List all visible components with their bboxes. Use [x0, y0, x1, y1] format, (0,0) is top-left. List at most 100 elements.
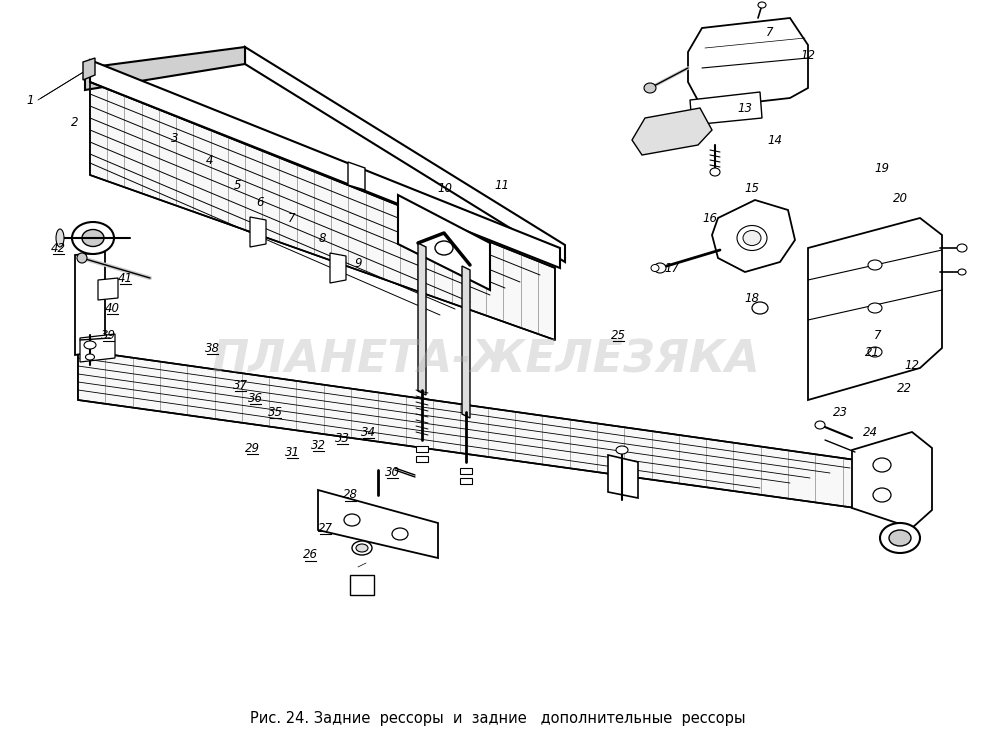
Text: 14: 14 — [768, 134, 783, 146]
Ellipse shape — [344, 514, 360, 526]
Polygon shape — [690, 92, 762, 125]
Ellipse shape — [72, 222, 114, 254]
Text: 7: 7 — [766, 25, 774, 39]
Text: 10: 10 — [437, 182, 452, 194]
Ellipse shape — [651, 264, 659, 272]
Text: 23: 23 — [833, 405, 848, 418]
Polygon shape — [250, 217, 266, 247]
Polygon shape — [85, 47, 245, 90]
Ellipse shape — [880, 523, 920, 553]
Text: 39: 39 — [101, 329, 116, 341]
Text: 24: 24 — [863, 425, 877, 439]
Polygon shape — [808, 218, 942, 400]
Text: 7: 7 — [288, 211, 296, 225]
Text: 5: 5 — [234, 179, 242, 191]
Polygon shape — [80, 334, 115, 362]
Polygon shape — [398, 195, 490, 290]
Text: 37: 37 — [232, 378, 247, 392]
Ellipse shape — [654, 263, 666, 273]
Text: 20: 20 — [892, 191, 907, 205]
Text: 21: 21 — [865, 346, 879, 358]
Bar — [416, 456, 428, 462]
Text: 30: 30 — [384, 465, 399, 479]
Ellipse shape — [435, 241, 453, 255]
Text: 16: 16 — [702, 211, 717, 225]
Bar — [460, 478, 472, 484]
Polygon shape — [632, 108, 712, 155]
Polygon shape — [712, 200, 795, 272]
Polygon shape — [83, 58, 95, 80]
Bar — [416, 446, 428, 452]
Text: 18: 18 — [744, 292, 760, 304]
Text: 2: 2 — [72, 116, 79, 128]
Text: ПЛАНЕТА-ЖЕЛЕЗЯКА: ПЛАНЕТА-ЖЕЛЕЗЯКА — [210, 338, 759, 381]
Ellipse shape — [737, 226, 767, 251]
Text: 12: 12 — [904, 358, 919, 372]
Ellipse shape — [82, 229, 104, 246]
Ellipse shape — [868, 303, 882, 313]
Text: 33: 33 — [335, 432, 350, 444]
Ellipse shape — [873, 488, 891, 502]
Ellipse shape — [356, 544, 368, 552]
Bar — [460, 468, 472, 474]
Text: 36: 36 — [247, 392, 263, 404]
Polygon shape — [98, 278, 118, 300]
Text: 29: 29 — [244, 441, 260, 455]
Ellipse shape — [815, 421, 825, 429]
Polygon shape — [330, 253, 346, 283]
Ellipse shape — [868, 260, 882, 270]
Text: 27: 27 — [318, 522, 333, 534]
Text: 42: 42 — [51, 241, 66, 255]
Ellipse shape — [352, 541, 372, 555]
Text: 19: 19 — [874, 162, 889, 174]
Ellipse shape — [710, 168, 720, 176]
Polygon shape — [348, 162, 365, 190]
Text: 25: 25 — [611, 329, 625, 341]
Ellipse shape — [958, 269, 966, 275]
Ellipse shape — [743, 231, 761, 246]
Ellipse shape — [392, 528, 408, 540]
Bar — [350, 575, 374, 595]
Text: 32: 32 — [311, 439, 326, 451]
Text: Рис. 24. Задние  рессоры  и  задние   дополнительные  рессоры: Рис. 24. Задние рессоры и задние дополни… — [250, 711, 746, 726]
Ellipse shape — [868, 347, 882, 357]
Ellipse shape — [889, 530, 911, 546]
Polygon shape — [688, 18, 808, 108]
Ellipse shape — [873, 458, 891, 472]
Polygon shape — [462, 266, 470, 418]
Text: 11: 11 — [494, 179, 510, 191]
Polygon shape — [75, 252, 105, 355]
Polygon shape — [318, 490, 438, 558]
Ellipse shape — [752, 302, 768, 314]
Ellipse shape — [758, 2, 766, 8]
Text: 31: 31 — [285, 445, 300, 459]
Text: 28: 28 — [343, 488, 358, 502]
Text: 38: 38 — [204, 341, 219, 355]
Text: 22: 22 — [896, 381, 911, 395]
Polygon shape — [608, 455, 638, 498]
Polygon shape — [418, 243, 426, 395]
Text: 40: 40 — [105, 301, 120, 315]
Text: 4: 4 — [206, 154, 214, 166]
Text: 6: 6 — [256, 195, 264, 209]
Polygon shape — [78, 350, 870, 510]
Text: 13: 13 — [737, 102, 753, 114]
Ellipse shape — [77, 253, 87, 263]
Ellipse shape — [56, 229, 64, 247]
Text: 26: 26 — [303, 548, 318, 562]
Ellipse shape — [644, 83, 656, 93]
Polygon shape — [245, 47, 565, 262]
Text: 15: 15 — [744, 182, 760, 194]
Text: 8: 8 — [319, 232, 326, 245]
Text: 12: 12 — [801, 48, 816, 62]
Polygon shape — [852, 432, 932, 528]
Text: 34: 34 — [361, 425, 375, 439]
Ellipse shape — [86, 354, 95, 360]
Polygon shape — [90, 82, 555, 340]
Ellipse shape — [84, 341, 96, 349]
Ellipse shape — [616, 446, 628, 454]
Text: 41: 41 — [118, 272, 132, 284]
Text: 3: 3 — [171, 131, 178, 145]
Polygon shape — [90, 60, 560, 268]
Text: 1: 1 — [26, 93, 34, 107]
